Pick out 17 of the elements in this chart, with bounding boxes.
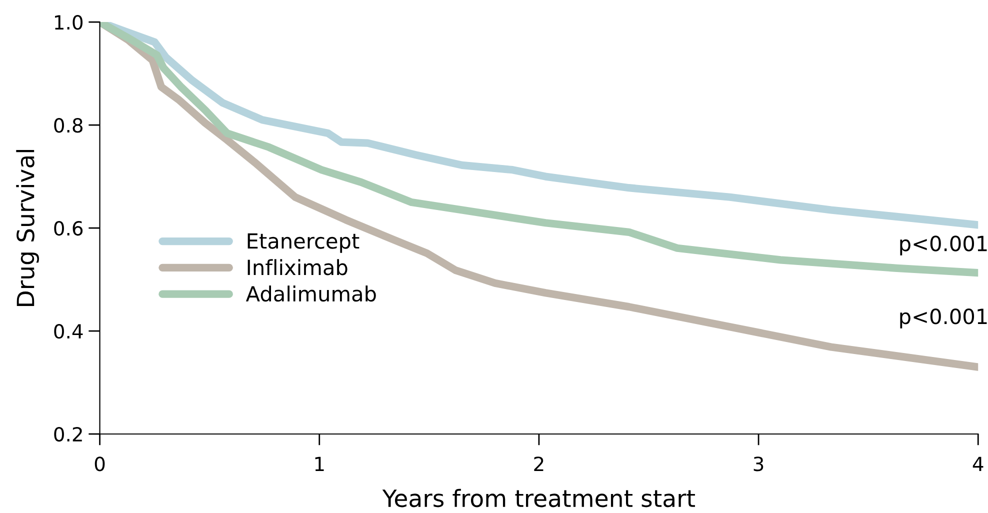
x-tick-label: 4 xyxy=(972,456,984,471)
legend-label: Infliximab xyxy=(248,259,348,276)
annotation: p<0.001 xyxy=(900,308,987,328)
y-tick-label: 0.4 xyxy=(54,324,83,339)
x-tick-label: 3 xyxy=(754,456,764,472)
y-axis-title: Drug Survival xyxy=(16,150,40,306)
legend-label: Adalimumab xyxy=(246,286,376,302)
y-tick-label: 0.2 xyxy=(54,426,82,442)
x-tick-label: 2 xyxy=(534,456,544,471)
x-tick-label: 1 xyxy=(315,456,324,471)
legend-label: Etanercept xyxy=(248,233,360,253)
y-tick-label: 1.0 xyxy=(55,15,83,30)
x-axis-title: Years from treatment start xyxy=(382,488,695,508)
annotation: p<0.001 xyxy=(900,236,987,256)
y-tick-label: 0.6 xyxy=(54,220,83,236)
x-tick-label: 0 xyxy=(94,456,105,472)
y-tick-label: 0.8 xyxy=(54,118,82,133)
